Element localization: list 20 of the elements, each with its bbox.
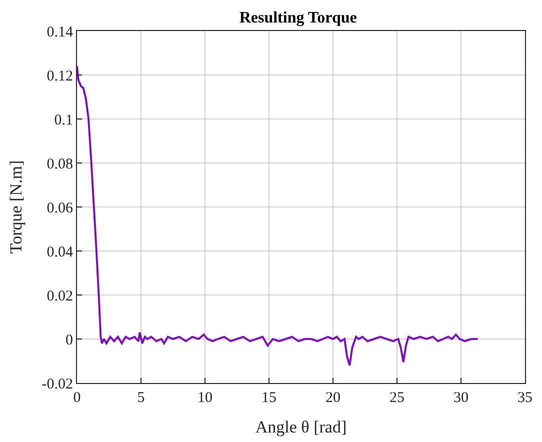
line-series xyxy=(77,65,479,366)
x-tick-label: 30 xyxy=(454,390,468,406)
y-tick-label: 0.14 xyxy=(46,24,74,40)
y-tick-label: -0.02 xyxy=(42,376,73,392)
chart-title: Resulting Torque xyxy=(239,9,357,26)
x-tick-label: 35 xyxy=(518,390,532,406)
y-tick-label: 0.12 xyxy=(46,68,73,84)
x-tick-label: 25 xyxy=(390,390,404,406)
y-tick-label: 0.06 xyxy=(46,200,74,216)
x-tick-label: 15 xyxy=(262,390,276,406)
x-tick-label: 10 xyxy=(198,390,212,406)
x-tick-label: 20 xyxy=(326,390,340,406)
y-tick-label: 0.08 xyxy=(46,156,73,172)
y-tick-label: 0.04 xyxy=(46,244,74,260)
y-tick-label: 0 xyxy=(66,332,73,348)
x-tick-label: 5 xyxy=(137,390,145,406)
x-axis-title: Angle θ [rad] xyxy=(255,417,347,436)
y-tick-label: 0.1 xyxy=(54,112,73,128)
y-tick-label: 0.02 xyxy=(46,288,73,304)
y-axis-title: Torque [N.m] xyxy=(6,160,26,254)
